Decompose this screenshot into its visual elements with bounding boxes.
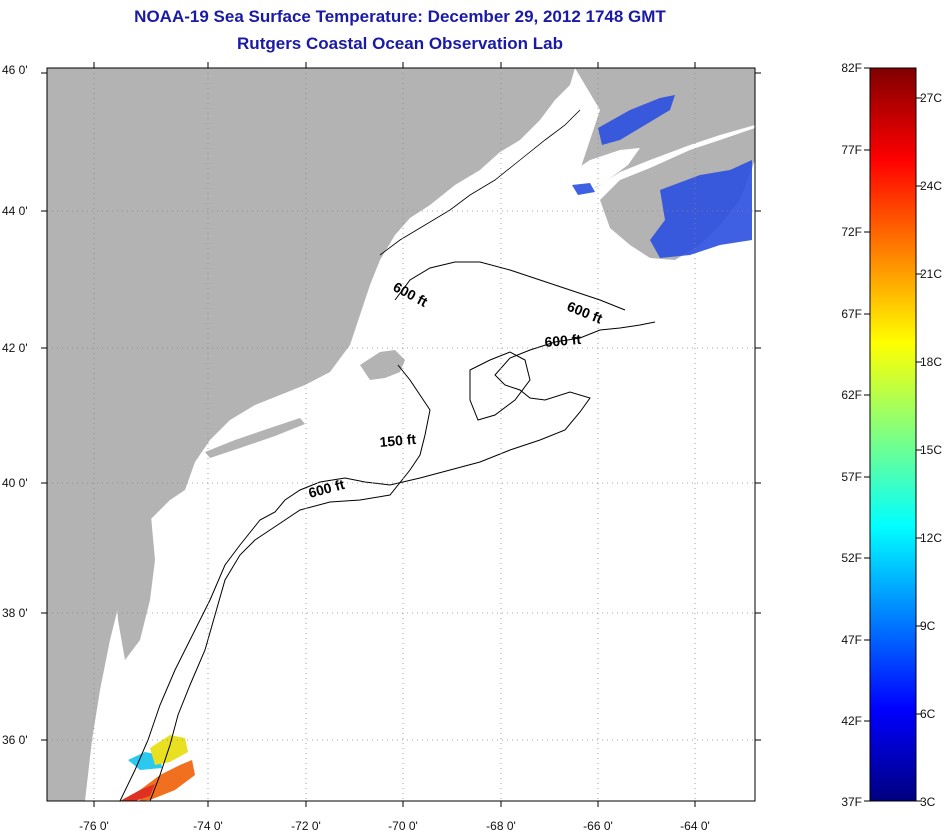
colorbar-f-label: 62F	[841, 388, 862, 402]
map-frame	[46, 67, 756, 802]
lat-label: 46 0'	[2, 63, 28, 77]
sst-patch-blue-small	[572, 183, 595, 195]
lat-label: 36 0'	[2, 733, 28, 747]
mainland-us	[47, 68, 575, 801]
grid-lines	[47, 68, 755, 801]
colorbar-f-label: 67F	[841, 307, 862, 321]
lon-label: -70 0'	[388, 819, 418, 833]
axis-ticks	[41, 62, 761, 807]
title-line-1: NOAA-19 Sea Surface Temperature: Decembe…	[134, 7, 666, 26]
colorbar-c-label: 21C	[920, 267, 942, 281]
colorbar-f-label: 72F	[841, 225, 862, 239]
isobath-150ft	[149, 364, 431, 801]
lat-label: 38 0'	[2, 606, 28, 620]
colorbar-f-label: 47F	[841, 633, 862, 647]
sst-patch-blue-fundy	[598, 95, 675, 145]
isobath-label: 150 ft	[379, 431, 417, 450]
isobath-600ft	[119, 321, 656, 801]
sst-patch-blue-nova-scotia	[650, 160, 752, 258]
colorbar-f-label: 82F	[841, 61, 862, 75]
bay-of-fundy	[560, 148, 640, 195]
long-island	[205, 418, 305, 458]
coastline-detail	[379, 109, 581, 256]
cape-cod	[360, 350, 405, 380]
sst-patch-red	[120, 784, 155, 801]
lon-label: -74 0'	[193, 819, 223, 833]
lat-label: 40 0'	[2, 476, 28, 490]
title-line-2: Rutgers Coastal Ocean Observation Lab	[237, 34, 563, 53]
colorbar-f-label: 52F	[841, 551, 862, 565]
lon-label: -72 0'	[291, 819, 321, 833]
colorbar-f-label: 42F	[841, 714, 862, 728]
lat-label: 44 0'	[2, 204, 28, 218]
colorbar-c-label: 24C	[920, 179, 942, 193]
colorbar-f-label: 37F	[841, 795, 862, 809]
colorbar-f-label: 57F	[841, 470, 862, 484]
delmarva-peninsula	[115, 500, 155, 660]
colorbar-c-label: 18C	[920, 355, 942, 369]
isobath-gulf-of-maine	[394, 261, 626, 311]
colorbar-c-label: 12C	[920, 531, 942, 545]
colorbar-ticks	[864, 67, 922, 802]
lat-label: 42 0'	[2, 341, 28, 355]
colorbar-c-label: 6C	[920, 707, 936, 721]
isobath-georges-bank	[469, 351, 531, 421]
lon-label: -76 0'	[79, 819, 109, 833]
lon-label: -64 0'	[680, 819, 710, 833]
lon-label: -68 0'	[486, 819, 516, 833]
isobath-label: 600 ft	[544, 331, 582, 350]
colorbar	[869, 67, 917, 802]
colorbar-f-label: 77F	[841, 143, 862, 157]
lon-label: -66 0'	[583, 819, 613, 833]
colorbar-c-label: 9C	[920, 619, 936, 633]
sst-patch-yellow	[150, 735, 188, 765]
colorbar-c-label: 15C	[920, 443, 942, 457]
colorbar-c-label: 3C	[920, 795, 936, 809]
colorbar-c-label: 27C	[920, 91, 942, 105]
